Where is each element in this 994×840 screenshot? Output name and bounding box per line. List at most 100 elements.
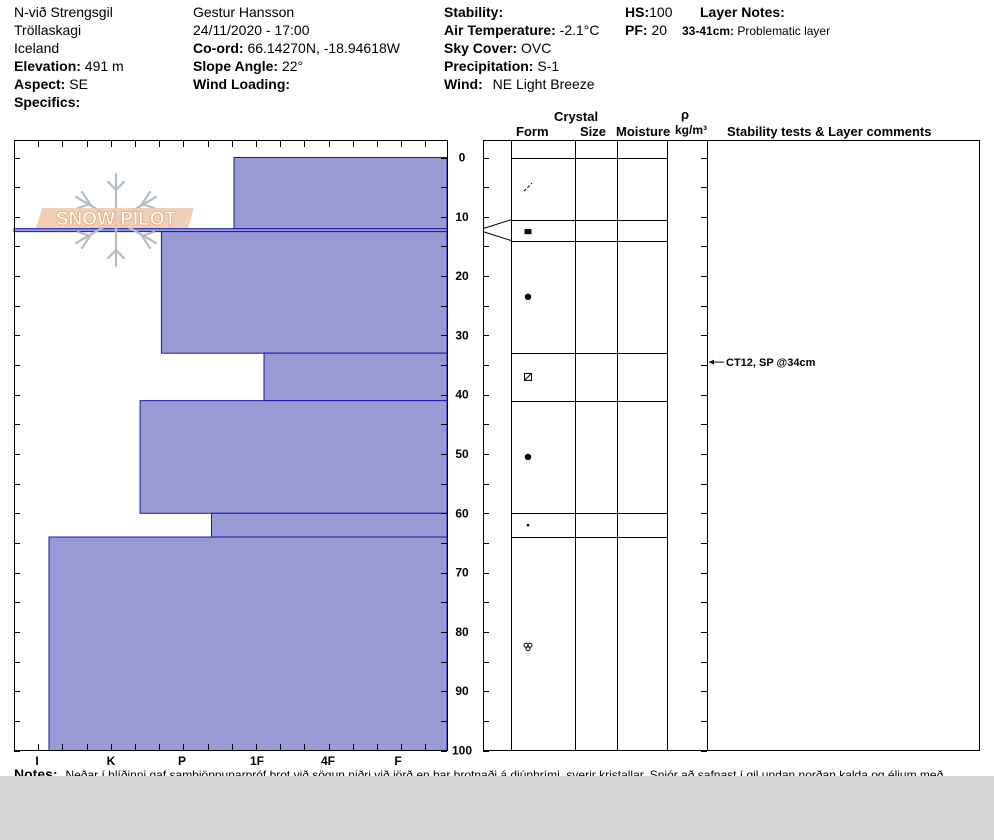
wind-value: NE Light Breeze — [492, 76, 595, 92]
aspect-value: SE — [69, 76, 88, 92]
crystal-column-header: Crystal — [554, 109, 599, 124]
faceted-crystal-icon — [524, 229, 532, 235]
layer-note-entry: 33-41cm: Problematic layer — [682, 23, 830, 39]
faceted-rounded-icon — [524, 372, 532, 381]
hardness-tick-label: F — [394, 754, 401, 768]
depth-tick-label: 100 — [452, 744, 472, 758]
depth-tick-label: 40 — [455, 388, 469, 402]
stability-test-annotations: CT12, SP @34cm — [709, 357, 816, 369]
depth-tick-label: 20 — [455, 269, 469, 283]
region-name: Tröllaskagi — [14, 22, 82, 38]
layer-notes-title: Layer Notes: — [700, 4, 785, 20]
hardness-bar — [139, 400, 448, 514]
aspect-label: Aspect: — [14, 76, 66, 92]
slope-label: Slope Angle: — [193, 58, 279, 74]
air-temp-value: -2.1°C — [559, 22, 600, 38]
depth-tick-label: 10 — [455, 210, 469, 224]
hardness-tick-label: 4F — [321, 754, 335, 768]
coord-label: Co-ord: — [193, 40, 244, 56]
snow-profile-sheet: N-við Strengsgil Tröllaskagi Iceland Ele… — [0, 0, 994, 776]
notes-line: Notes: Neðar í hlíðinni gaf samþjöppunar… — [14, 766, 943, 776]
hardness-bar — [48, 536, 448, 752]
aspect-field: Aspect: SE — [14, 76, 88, 92]
depth-tick-label: 0 — [459, 151, 466, 165]
rho-symbol: ρ — [681, 107, 690, 122]
hardness-bar — [160, 231, 448, 354]
connector-line — [482, 219, 512, 230]
hardness-tick-label: P — [178, 754, 186, 768]
depth-axis: 0 10 20 30 40 50 60 70 80 90 100 — [452, 151, 472, 758]
hardness-plot-frame — [14, 140, 448, 751]
hs-field: HS:100 — [625, 4, 672, 20]
coord-value: 66.14270N, -18.94618W — [247, 40, 400, 56]
logo-text: SNOW PILOT — [56, 209, 177, 230]
hs-label: HS: — [625, 4, 650, 20]
layer-note-text: Problematic layer — [737, 24, 831, 38]
density-column-header: kg/m³ — [675, 123, 708, 137]
stability-test-arrowhead — [709, 359, 714, 365]
hardness-axis-labels: I K P 1F 4F F — [35, 754, 401, 768]
notes-text: Neðar í hlíðinni gaf samþjöppunarpróf br… — [65, 768, 944, 776]
wind-loading-label: Wind Loading: — [193, 76, 291, 92]
precipitation-value: S-1 — [537, 58, 560, 74]
small-rounded-grain-icon — [526, 523, 530, 527]
connector-line — [482, 231, 512, 241]
air-temp-field: Air Temperature: -2.1°C — [444, 22, 600, 38]
layer-note-range: 33-41cm: — [682, 24, 735, 38]
pf-value: 20 — [651, 22, 668, 38]
depth-tick-label: 90 — [455, 684, 469, 698]
air-temp-label: Air Temperature: — [444, 22, 556, 38]
stability-test-label: CT12, SP @34cm — [726, 357, 816, 369]
wind-field: Wind: NE Light Breeze — [444, 76, 595, 92]
coord-field: Co-ord: 66.14270N, -18.94618W — [193, 40, 400, 56]
stability-column-header: Stability tests & Layer comments — [727, 124, 932, 139]
depth-tick-label: 60 — [455, 506, 469, 520]
hardness-tick-label: 1F — [250, 754, 264, 768]
depth-tick-label: 70 — [455, 566, 469, 580]
hs-value: 100 — [649, 4, 673, 20]
faceted-rounded-icon — [524, 373, 532, 381]
observation-datetime: 24/11/2020 - 17:00 — [193, 22, 310, 38]
moisture-column-header: Moisture — [616, 124, 671, 139]
layer-boundaries — [511, 158, 667, 538]
hardness-tick-label: I — [35, 754, 38, 768]
location-name: N-við Strengsgil — [14, 4, 113, 20]
hardness-bar — [263, 352, 448, 402]
stability-label: Stability: — [444, 4, 504, 20]
precipitation-label: Precipitation: — [444, 58, 534, 74]
specifics-label: Specifics: — [14, 94, 81, 110]
sky-cover-label: Sky Cover: — [444, 40, 518, 56]
observer-name: Gestur Hansson — [193, 4, 295, 20]
hardness-bar — [211, 512, 448, 538]
slope-value: 22° — [281, 58, 304, 74]
rounded-grain-icon — [524, 293, 532, 301]
form-column-header: Form — [516, 124, 549, 139]
hardness-tick-label: K — [107, 754, 116, 768]
decomposing-fragments-icon — [523, 182, 533, 192]
depth-tick-label: 30 — [455, 328, 469, 342]
layer-connectors — [482, 219, 512, 241]
depth-tick-label: 80 — [455, 625, 469, 639]
snow-profile-chart: 0 10 20 30 40 50 60 70 80 90 100 CT12, SP @34cm I K… — [13, 140, 980, 768]
wind-label: Wind: — [444, 76, 483, 92]
hardness-bars — [13, 157, 448, 752]
notes-label: Notes: — [14, 766, 58, 776]
slope-field: Slope Angle: 22° — [193, 58, 303, 74]
precipitation-field: Precipitation: S-1 — [444, 58, 559, 74]
pf-field: PF: 20 — [625, 22, 667, 38]
size-column-header: Size — [580, 124, 607, 139]
snow-pilot-logo: SNOW PILOT — [36, 172, 194, 268]
elevation-field: Elevation: 491 m — [14, 58, 124, 74]
hardness-bar — [233, 157, 448, 230]
sky-cover-value: OVC — [521, 40, 552, 56]
depth-tick-label: 50 — [455, 447, 469, 461]
country-name: Iceland — [14, 40, 60, 56]
melt-form-icon — [525, 646, 531, 652]
elevation-label: Elevation: — [14, 58, 81, 74]
grain-form-symbols — [523, 182, 533, 652]
rounded-grain-icon — [524, 453, 532, 461]
layer-table-frame — [483, 140, 980, 751]
pf-label: PF: — [625, 22, 648, 38]
layer-table-ticks — [483, 158, 707, 752]
hardness-axis-ticks — [14, 140, 447, 752]
